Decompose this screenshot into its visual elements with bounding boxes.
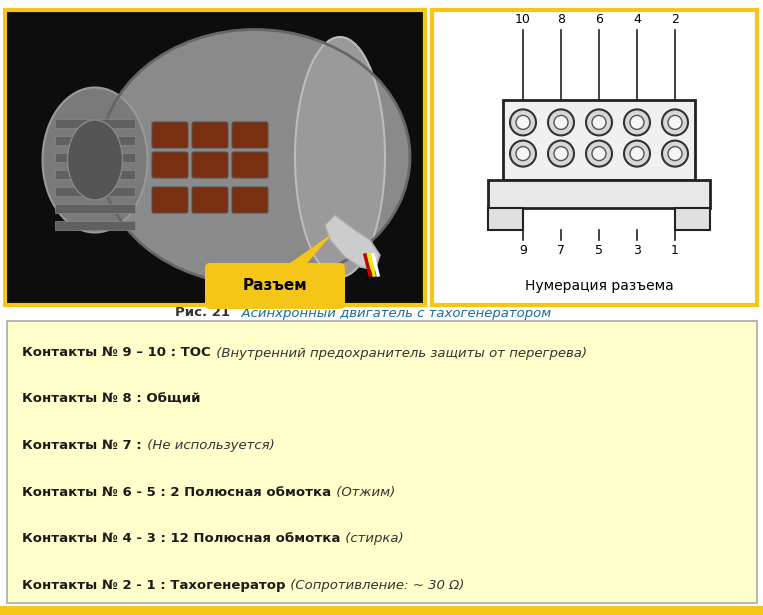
Text: 2: 2 [671, 13, 679, 26]
Bar [675, 208, 710, 230]
Circle shape [586, 109, 612, 135]
Circle shape [554, 146, 568, 161]
Circle shape [630, 116, 644, 129]
Text: 6: 6 [595, 13, 603, 26]
FancyBboxPatch shape [232, 187, 268, 213]
Text: (Внутренний предохранитель защиты от перегрева): (Внутренний предохранитель защиты от пер… [211, 346, 587, 360]
Circle shape [662, 141, 688, 167]
FancyBboxPatch shape [152, 122, 188, 148]
FancyBboxPatch shape [7, 321, 757, 603]
Text: 4: 4 [633, 13, 641, 26]
Circle shape [548, 109, 574, 135]
Ellipse shape [43, 87, 147, 232]
FancyBboxPatch shape [152, 187, 188, 213]
Circle shape [662, 109, 688, 135]
Bar [5, 10, 425, 305]
Text: (Сопротивление: ~ 30 Ω): (Сопротивление: ~ 30 Ω) [286, 579, 465, 592]
Text: 9: 9 [519, 244, 527, 257]
FancyBboxPatch shape [232, 152, 268, 178]
Text: (Отжим): (Отжим) [332, 486, 395, 499]
Text: 1: 1 [671, 244, 679, 257]
Text: (Не используется): (Не используется) [143, 439, 275, 452]
Text: Разъем: Разъем [243, 279, 307, 293]
Circle shape [668, 116, 682, 129]
Text: (стирка): (стирка) [341, 532, 404, 545]
Text: Нумерация разъема: Нумерация разъема [525, 279, 674, 293]
Bar [55, 204, 135, 213]
Polygon shape [325, 215, 380, 270]
Text: 10: 10 [515, 13, 531, 26]
Bar [55, 221, 135, 230]
Bar [55, 170, 135, 179]
FancyBboxPatch shape [192, 187, 228, 213]
Circle shape [516, 146, 530, 161]
Text: 8: 8 [557, 13, 565, 26]
Text: Контакты № 6 - 5 : 2 Полюсная обмотка: Контакты № 6 - 5 : 2 Полюсная обмотка [22, 486, 331, 499]
Bar [432, 10, 757, 305]
FancyBboxPatch shape [192, 122, 228, 148]
Circle shape [668, 146, 682, 161]
Text: 3: 3 [633, 244, 641, 257]
Bar [503, 100, 695, 180]
Text: Контакты № 2 - 1 : Тахогенератор: Контакты № 2 - 1 : Тахогенератор [22, 579, 285, 592]
Circle shape [554, 116, 568, 129]
Text: 7: 7 [557, 244, 565, 257]
Text: Контакты № 9 – 10 : ТОС: Контакты № 9 – 10 : ТОС [22, 346, 211, 360]
Ellipse shape [100, 30, 410, 285]
Circle shape [548, 141, 574, 167]
Bar [55, 119, 135, 128]
Ellipse shape [295, 37, 385, 277]
FancyBboxPatch shape [152, 152, 188, 178]
Bar [55, 136, 135, 145]
FancyBboxPatch shape [232, 122, 268, 148]
Circle shape [624, 141, 650, 167]
Circle shape [592, 146, 606, 161]
Bar [55, 187, 135, 196]
Circle shape [510, 141, 536, 167]
Text: Рис. 21: Рис. 21 [175, 306, 230, 320]
Circle shape [516, 116, 530, 129]
Circle shape [630, 146, 644, 161]
Circle shape [586, 141, 612, 167]
Bar [488, 208, 523, 230]
Bar [488, 180, 710, 208]
Ellipse shape [67, 120, 123, 200]
Circle shape [624, 109, 650, 135]
Text: Контакты № 7 :: Контакты № 7 : [22, 439, 142, 452]
Circle shape [510, 109, 536, 135]
FancyBboxPatch shape [192, 152, 228, 178]
Text: Асинхронный двигатель с тахогенератором: Асинхронный двигатель с тахогенератором [233, 306, 551, 320]
Text: Контакты № 8 : Общий: Контакты № 8 : Общий [22, 393, 201, 406]
Bar [0, 606, 763, 615]
Text: 5: 5 [595, 244, 603, 257]
Polygon shape [283, 233, 333, 268]
FancyBboxPatch shape [205, 263, 345, 309]
Circle shape [592, 116, 606, 129]
Bar [55, 153, 135, 162]
Text: Контакты № 4 - 3 : 12 Полюсная обмотка: Контакты № 4 - 3 : 12 Полюсная обмотка [22, 532, 340, 545]
